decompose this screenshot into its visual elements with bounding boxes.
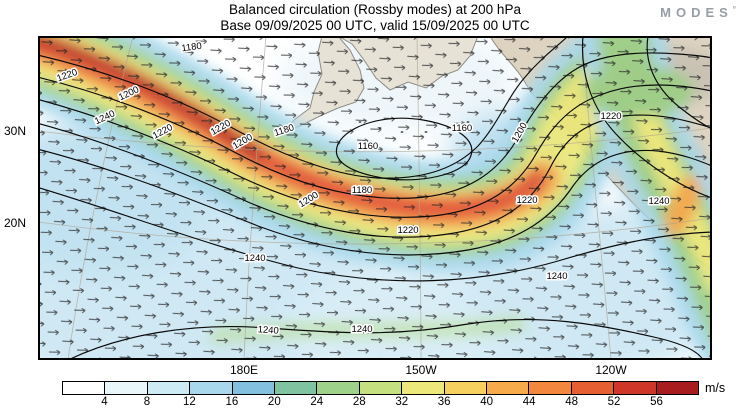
map-panel: 1180 1220 1200 1240 1220 1220 1200 1180 … [38,36,712,360]
contour-label: 1180 [181,41,203,55]
colorbar-tick: 12 [182,396,196,408]
contour-label: 1240 [351,324,372,335]
colorbar-tick: 20 [267,396,281,408]
colorbar-segment [528,382,571,394]
colorbar-segment [570,382,614,394]
colorbar-unit: m/s [705,381,726,395]
colorbar-tick: 24 [310,396,324,408]
contour-label: 1240 [257,324,279,336]
colorbar-segment [189,382,232,394]
lat-label-30n: 30N [4,124,27,138]
chart-title-block: Balanced circulation (Rossby modes) at 2… [0,2,750,34]
lon-label-120w: 120W [595,363,627,377]
colorbar-segment [443,382,487,394]
colorbar-segment [63,382,105,394]
colorbar-segment [274,382,317,394]
colorbar-tick: 44 [522,396,536,408]
contour-label: 1240 [244,253,265,264]
modes-logo-text: MODES [660,5,733,20]
colorbar [62,381,699,395]
colorbar-tick: 52 [607,396,621,408]
contour-label: 1220 [516,195,537,206]
chart-title: Balanced circulation (Rossby modes) at 2… [229,2,521,17]
contour-label: 1160 [358,141,378,152]
height-contours [38,36,712,360]
colorbar-tick: 48 [565,396,578,408]
colorbar-tick: 8 [143,396,151,408]
wind-arrows [38,36,712,360]
colorbar-tick: 40 [480,396,494,408]
colorbar-segment [358,382,402,394]
lon-label-150w: 150W [405,363,437,377]
modes-logo-mark: ° [732,5,736,14]
colorbar-segments [62,381,699,395]
colorbar-segment [613,382,656,394]
colorbar-tick: 56 [650,396,663,408]
colorbar-tick: 32 [395,396,409,408]
colorbar-segment [316,382,359,394]
colorbar-tick: 28 [352,396,366,408]
colorbar-segment [486,382,529,394]
colorbar-segment [146,382,190,394]
contour-label: 1220 [600,111,621,122]
colorbar-tick: 36 [437,396,451,408]
chart-subtitle: Base 09/09/2025 00 UTC, valid 15/09/2025… [220,18,530,33]
colorbar-segment [655,382,699,394]
colorbar-segment [401,382,444,394]
map-border [38,36,712,360]
modes-logo: MODES° [660,5,736,20]
colorbar-ticks: 4 8 12 16 20 24 28 32 36 40 44 48 52 56 [62,396,699,408]
lon-label-180e: 180E [229,363,259,377]
contour-label: 1240 [546,271,567,282]
map-canvas: 1180 1220 1200 1240 1220 1220 1200 1180 … [38,36,712,360]
contour-label: 1160 [452,123,472,134]
contour-label: 1180 [352,185,372,196]
lat-label-20n: 20N [4,216,27,230]
colorbar-tick: 16 [225,396,239,408]
contour-label: 1220 [397,225,418,236]
colorbar-tick: 4 [101,396,108,408]
colorbar-segment [231,382,275,394]
contour-label: 1240 [648,196,669,207]
colorbar-segment [104,382,147,394]
